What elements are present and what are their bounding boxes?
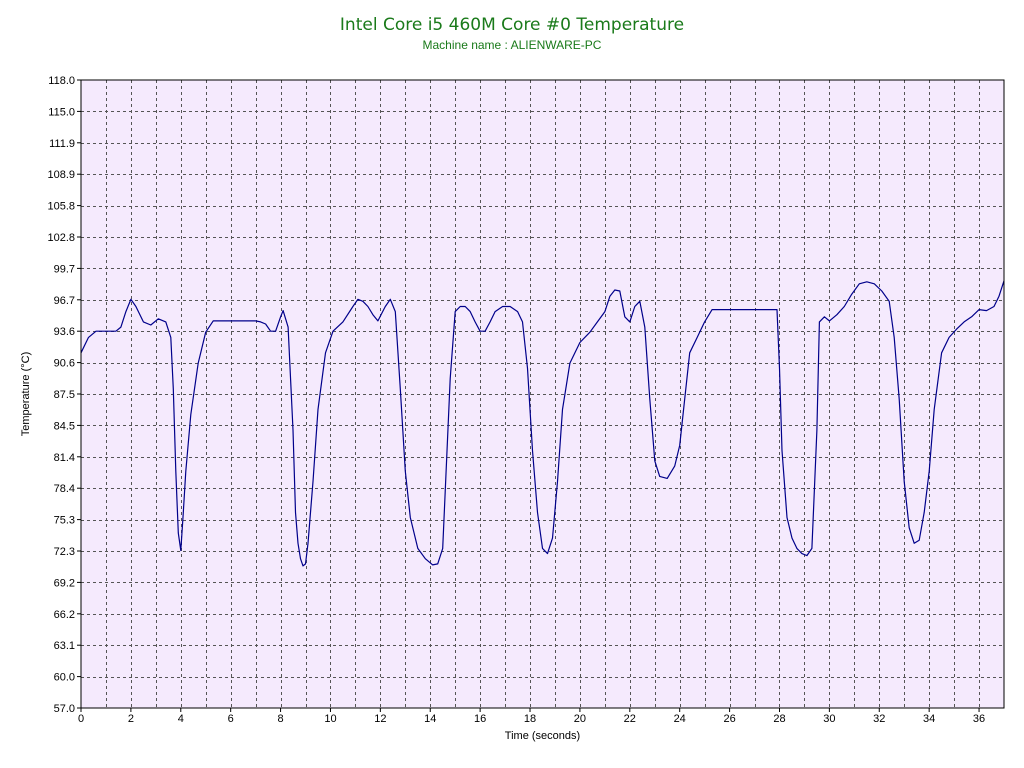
x-tick-label: 26: [723, 713, 735, 725]
y-tick-label: 87.5: [54, 389, 75, 401]
x-tick-label: 14: [424, 713, 436, 725]
x-tick-label: 34: [923, 713, 935, 725]
y-tick-label: 69.2: [54, 577, 75, 589]
x-tick-label: 8: [278, 713, 284, 725]
x-tick-label: 22: [624, 713, 636, 725]
y-tick-label: 84.5: [54, 420, 75, 432]
y-tick-label: 108.9: [47, 169, 75, 181]
y-tick-label: 90.6: [54, 358, 75, 370]
axis-ticks: 0 2 4 6 8 10 12 14 16 18 20 22 24 26 28 30 32 34 3657.060.…: [47, 75, 985, 725]
x-tick-label: 12: [374, 713, 386, 725]
series-layer: [80, 280, 1005, 567]
y-tick-label: 93.6: [54, 326, 75, 338]
x-tick-label: 36: [973, 713, 985, 725]
temperature-series-line: [80, 280, 1005, 567]
y-tick-label: 111.9: [49, 138, 75, 150]
x-tick-label: 28: [773, 713, 785, 725]
y-tick-label: 60.0: [54, 672, 75, 684]
y-tick-label: 102.8: [47, 232, 75, 244]
y-tick-label: 81.4: [54, 452, 75, 464]
x-tick-label: 6: [228, 713, 234, 725]
chart-title: Intel Core i5 460M Core #0 Temperature: [340, 15, 684, 35]
y-tick-label: 75.3: [54, 515, 75, 527]
y-axis-title: Temperature (°C): [20, 352, 32, 436]
grid: [81, 80, 1004, 708]
y-tick-label: 72.3: [54, 546, 75, 558]
y-tick-label: 118.0: [48, 75, 75, 87]
y-tick-label: 99.7: [54, 263, 75, 275]
plot-frame: [80, 79, 1005, 709]
x-tick-label: 16: [474, 713, 486, 725]
x-tick-label: 32: [873, 713, 885, 725]
x-tick-label: 10: [324, 713, 336, 725]
y-tick-label: 63.1: [54, 640, 75, 652]
y-tick-label: 115.0: [48, 106, 75, 118]
y-tick-label: 78.4: [54, 483, 75, 495]
y-tick-label: 96.7: [54, 295, 75, 307]
y-tick-label: 57.0: [54, 703, 75, 715]
y-tick-label: 105.8: [47, 201, 75, 213]
x-tick-label: 4: [178, 713, 184, 725]
x-tick-label: 0: [78, 713, 84, 725]
x-tick-label: 24: [674, 713, 686, 725]
x-tick-label: 30: [823, 713, 835, 725]
y-tick-label: 66.2: [54, 609, 75, 621]
x-tick-label: 20: [574, 713, 586, 725]
x-tick-label: 18: [524, 713, 536, 725]
chart-subtitle: Machine name : ALIENWARE-PC: [423, 38, 602, 52]
x-tick-label: 2: [128, 713, 134, 725]
x-axis-title: Time (seconds): [505, 730, 580, 742]
